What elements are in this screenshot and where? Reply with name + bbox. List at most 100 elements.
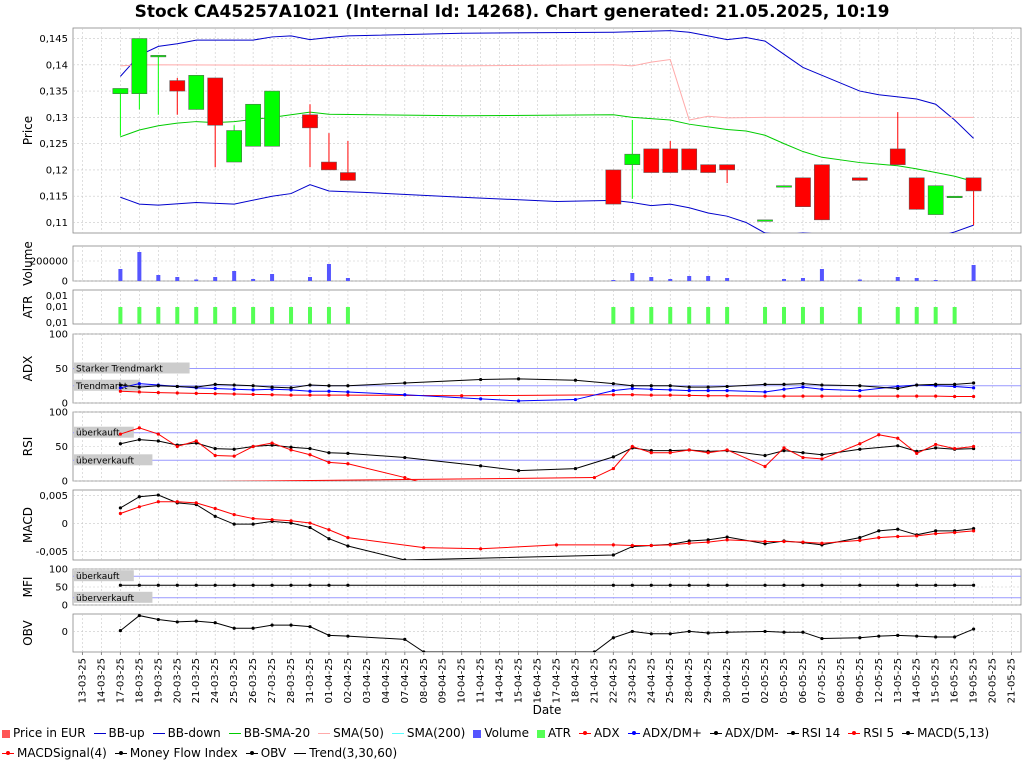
series-point (479, 464, 483, 468)
series-point (118, 583, 122, 587)
series-point (118, 511, 122, 516)
x-tick-label: 15-05-25 (931, 658, 942, 703)
series-point (934, 635, 938, 639)
reference-label-bg (74, 426, 134, 438)
series-point (118, 386, 122, 390)
y-tick-label: 0,14 (46, 60, 68, 71)
series-point (175, 391, 179, 395)
volume-bar (232, 271, 237, 281)
volume-bar (914, 278, 919, 281)
series-point (763, 464, 767, 469)
series-point (896, 386, 900, 391)
legend-swatch (536, 729, 545, 738)
atr-bar (270, 307, 275, 324)
legend-swatch (152, 733, 165, 734)
series-point (896, 527, 900, 531)
y-tick-label: 0,005 (39, 491, 68, 502)
series-point (611, 636, 615, 640)
series-point (725, 583, 729, 587)
series-point (934, 394, 938, 398)
series-point (820, 453, 824, 457)
legend-swatch (391, 733, 404, 734)
series-point (668, 393, 672, 397)
y-tick-label: 100 (49, 565, 68, 576)
y-tick-label: 0 (62, 277, 68, 288)
series-point (687, 539, 691, 543)
series-point (801, 540, 805, 544)
candle-body (624, 153, 641, 165)
series-line (120, 383, 974, 402)
series-point (801, 385, 805, 389)
y-tick-label: 0,01 (46, 318, 68, 329)
candle-body (264, 90, 280, 147)
atr-bar (725, 307, 730, 324)
series-point (251, 626, 255, 630)
candle-body (643, 148, 660, 173)
series-point (687, 583, 691, 587)
series-point (156, 493, 160, 497)
series-point (573, 397, 578, 402)
series-point (953, 635, 957, 639)
series-point (801, 630, 805, 634)
x-tick-label: 04-04-25 (381, 658, 392, 703)
series-point (972, 527, 976, 531)
legend-swatch (228, 733, 241, 734)
candle-body (719, 164, 735, 171)
x-tick-label: 10-04-25 (457, 658, 468, 703)
series-point (896, 444, 900, 448)
series-point (763, 583, 767, 587)
series-point (649, 393, 653, 397)
x-tick-label: 21-03-25 (191, 658, 202, 703)
legend-label: MACD(5,13) (917, 726, 990, 740)
y-tick-label: 0,115 (39, 192, 68, 203)
x-tick-label: 26-03-25 (248, 658, 259, 703)
reference-label: überkauft (76, 572, 120, 582)
series-point (934, 382, 938, 386)
series-point (232, 447, 236, 451)
series-point (820, 583, 824, 587)
series-point (308, 383, 312, 387)
series-point (327, 393, 331, 397)
series-point (725, 630, 729, 634)
series-point (649, 543, 653, 548)
x-tick-label: 17-03-25 (115, 658, 126, 703)
y-tick-label: 100 (49, 330, 68, 341)
series-point (137, 426, 141, 430)
legend-item: OBV (245, 743, 286, 763)
series-point (858, 388, 862, 393)
volume-bar (857, 279, 862, 281)
x-tick-label: 02-04-25 (343, 658, 354, 703)
volume-bar (649, 277, 654, 281)
series-point (118, 432, 122, 436)
series-point (346, 393, 350, 397)
series-point (706, 394, 710, 398)
legend-label: ADX/DM- (724, 726, 779, 740)
series-point (668, 384, 672, 388)
candle-body (169, 80, 186, 92)
series-point (915, 634, 919, 638)
series-point (782, 382, 786, 386)
candle-body (908, 177, 925, 210)
series-point (175, 583, 179, 587)
series-point (194, 391, 198, 395)
series-point (820, 387, 824, 391)
atr-bar (213, 307, 218, 324)
series-point (801, 394, 805, 398)
volume-bar (668, 279, 673, 281)
series-point (232, 387, 236, 391)
x-tick-label: 12-05-25 (874, 658, 885, 703)
series-point (232, 513, 236, 517)
reference-label: überverkauft (76, 594, 135, 604)
series-point (516, 469, 521, 473)
series-point (858, 583, 862, 587)
x-tick-label: 20-05-25 (988, 658, 999, 703)
series-point (327, 389, 331, 393)
series-point (706, 388, 710, 393)
series-point (972, 394, 976, 399)
x-tick-label: 21-04-25 (589, 658, 600, 703)
series-point (877, 529, 881, 533)
atr-bar (895, 307, 900, 324)
series-point (877, 634, 881, 638)
y-tick-label: 0 (62, 399, 68, 410)
